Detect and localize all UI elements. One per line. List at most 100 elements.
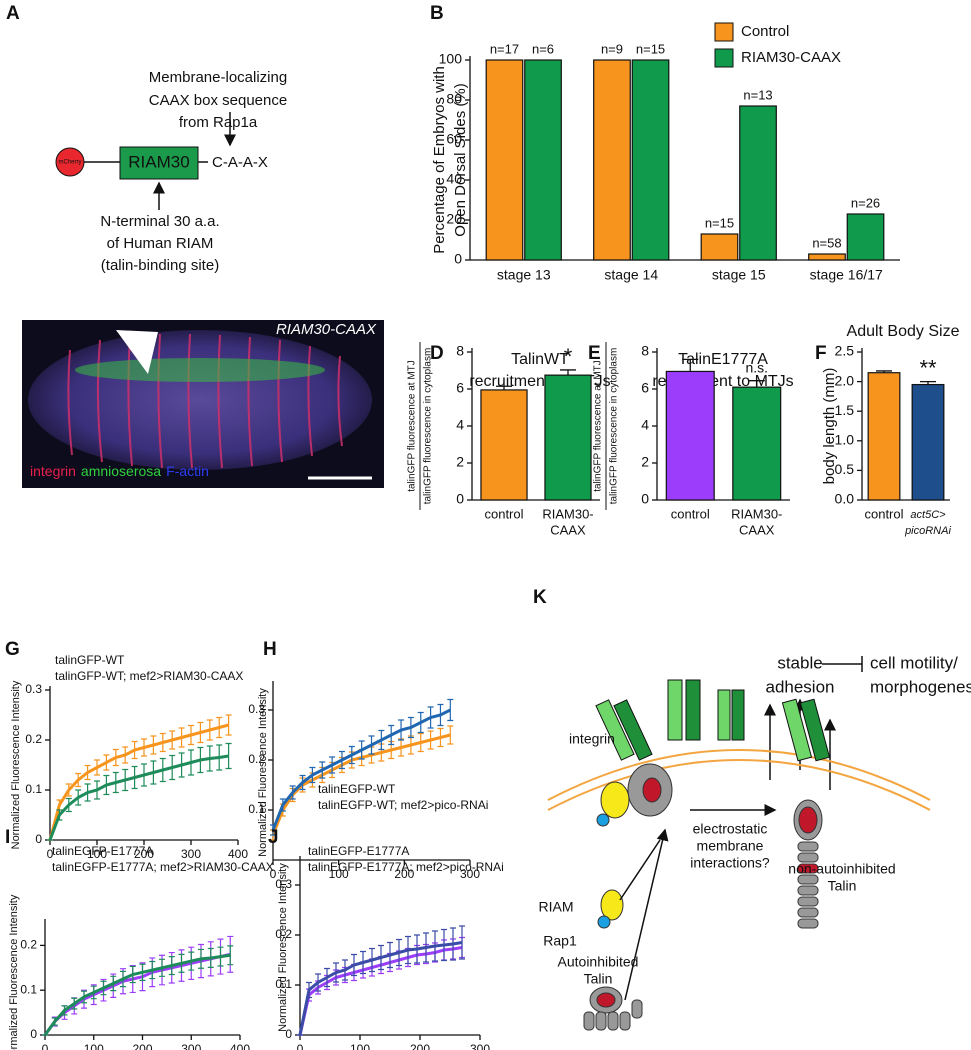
riam30-box bbox=[119, 146, 199, 180]
y-tick-label: 1.5 bbox=[835, 402, 855, 418]
x-tick-label: CAAX bbox=[739, 522, 775, 537]
sample-size: n=26 bbox=[851, 195, 880, 210]
y-tick-label: 2.0 bbox=[835, 372, 855, 388]
y-tick-label: 0.3 bbox=[248, 702, 265, 716]
y-tick-label: 0.1 bbox=[20, 982, 37, 996]
chart: F Adult Body Size body length (mm) 0.0 0.5 1.… bbox=[815, 323, 960, 537]
bar bbox=[739, 105, 777, 261]
riam30-label: RIAM30 bbox=[128, 152, 189, 171]
y-tick-label: 0.3 bbox=[275, 877, 292, 891]
stain: F-actin bbox=[166, 463, 209, 479]
y-axis-label: Normalized Fluorescence Intensity bbox=[257, 688, 269, 857]
y-tick-label: 0.2 bbox=[248, 752, 265, 766]
k-text: stable bbox=[777, 653, 822, 672]
legend-label: talinEGFP-E1777A bbox=[308, 844, 409, 858]
y-axis-label: talinGFP fluorescence in cytoplasm bbox=[423, 348, 434, 505]
membrane bbox=[547, 759, 931, 811]
x-tick-label: 300 bbox=[181, 1042, 201, 1050]
stain: integrin bbox=[30, 463, 76, 479]
y-tick-label: 0 bbox=[35, 832, 42, 846]
chart: G Normalized Fluorescence Intensity 0 0.1 0.… bbox=[5, 639, 248, 861]
y-tick-label: 4 bbox=[456, 417, 464, 433]
k-text: Talin bbox=[828, 878, 857, 894]
x-tick-label: CAAX bbox=[550, 522, 586, 537]
arrow bbox=[624, 828, 669, 1001]
x-tick-label: control bbox=[484, 506, 523, 521]
y-tick-label: 40 bbox=[446, 171, 462, 187]
chart-title: Adult Body Size bbox=[847, 323, 960, 340]
legend-label: Control bbox=[741, 23, 789, 40]
y-tick-label: 0 bbox=[30, 1027, 37, 1041]
legend-label: talinGFP-WT bbox=[55, 653, 125, 667]
x-tick-label: 300 bbox=[470, 1042, 490, 1050]
y-axis-label: talinGFP fluorescence at MTJ bbox=[593, 360, 604, 492]
x-tick-label: 100 bbox=[87, 847, 107, 861]
y-tick-label: 2.5 bbox=[835, 343, 855, 359]
y-tick-label: 0.1 bbox=[275, 977, 292, 991]
error-bar bbox=[496, 385, 512, 390]
y-tick-label: 0 bbox=[285, 1027, 292, 1041]
legend-label: talinGFP-WT; mef2>RIAM30-CAAX bbox=[55, 669, 243, 683]
significance: * bbox=[564, 344, 573, 369]
panel-label: D bbox=[430, 343, 444, 364]
x-tick-label: stage 14 bbox=[604, 267, 658, 283]
series-line bbox=[298, 941, 463, 1036]
y-axis-label: Percentage of Embryos with bbox=[431, 66, 448, 254]
y-tick-label: 0.2 bbox=[20, 938, 37, 952]
series-line bbox=[43, 952, 231, 1036]
y-tick-label: 8 bbox=[641, 343, 649, 359]
y-tick-label: 1.0 bbox=[835, 432, 855, 448]
y-tick-label: 0.1 bbox=[25, 782, 42, 796]
y-tick-label: 20 bbox=[446, 211, 462, 227]
note: N-terminal 30 a.a. bbox=[100, 213, 219, 230]
panel-label: H bbox=[263, 639, 277, 660]
y-tick-label: 6 bbox=[641, 380, 649, 396]
series-line bbox=[43, 953, 231, 1036]
y-axis-label: Open Dorsal Sides (%) bbox=[452, 83, 469, 236]
panel-label: G bbox=[5, 639, 20, 660]
panel-label: J bbox=[268, 827, 279, 848]
note: of Human RIAM bbox=[107, 235, 214, 252]
x-tick-label: RIAM30- bbox=[542, 506, 593, 521]
error-bar bbox=[560, 369, 576, 376]
k-text: Autoinhibited bbox=[558, 954, 639, 970]
k-text: cell motility/ bbox=[870, 653, 958, 672]
x-tick-label: 300 bbox=[460, 867, 480, 881]
mcherry-label: mCherry bbox=[58, 160, 81, 166]
panel-label: F bbox=[815, 343, 827, 364]
bar bbox=[665, 370, 715, 501]
k-text: non-autoinhibited bbox=[788, 861, 895, 877]
sample-size: n=6 bbox=[532, 41, 554, 56]
note: from Rap1a bbox=[179, 114, 258, 131]
bar bbox=[544, 374, 592, 501]
y-axis-label: Normalized Fluorescence Intensity bbox=[10, 680, 22, 849]
y-tick-label: 2 bbox=[641, 454, 649, 470]
y-axis-label: Normalized Fluorescence Intensity bbox=[8, 894, 20, 1050]
legend-label: RIAM30-CAAX bbox=[741, 49, 841, 66]
x-tick-label: stage 15 bbox=[712, 267, 766, 283]
chart-title: TalinE1777A bbox=[678, 351, 768, 368]
series-line bbox=[48, 754, 229, 841]
x-tick-label: 400 bbox=[230, 1042, 250, 1050]
series-line bbox=[48, 723, 229, 841]
y-axis-label: body length (mm) bbox=[821, 368, 838, 485]
x-tick-label: 100 bbox=[84, 1042, 104, 1050]
k-text: Rap1 bbox=[543, 933, 577, 949]
k-text: integrin bbox=[569, 731, 615, 747]
x-tick-label: control bbox=[864, 506, 903, 521]
sample-size: n=17 bbox=[490, 41, 519, 56]
k-text: Talin bbox=[584, 971, 613, 987]
bar bbox=[524, 59, 562, 261]
bar bbox=[732, 386, 782, 501]
panel-label: K bbox=[533, 587, 547, 608]
panel-label: E bbox=[588, 343, 601, 364]
legend-label: talinEGFP-E1777A; mef2>RIAM30-CAAX bbox=[52, 860, 274, 874]
legend-label: talinEGFP-WT bbox=[318, 782, 396, 796]
sample-size: n=58 bbox=[812, 235, 841, 250]
x-tick-label: 300 bbox=[181, 847, 201, 861]
k-text: interactions? bbox=[690, 855, 770, 871]
sample-size: n=13 bbox=[743, 87, 772, 102]
significance: n.s. bbox=[745, 359, 768, 375]
legend-label: talinEGFP-E1777A bbox=[52, 844, 153, 858]
